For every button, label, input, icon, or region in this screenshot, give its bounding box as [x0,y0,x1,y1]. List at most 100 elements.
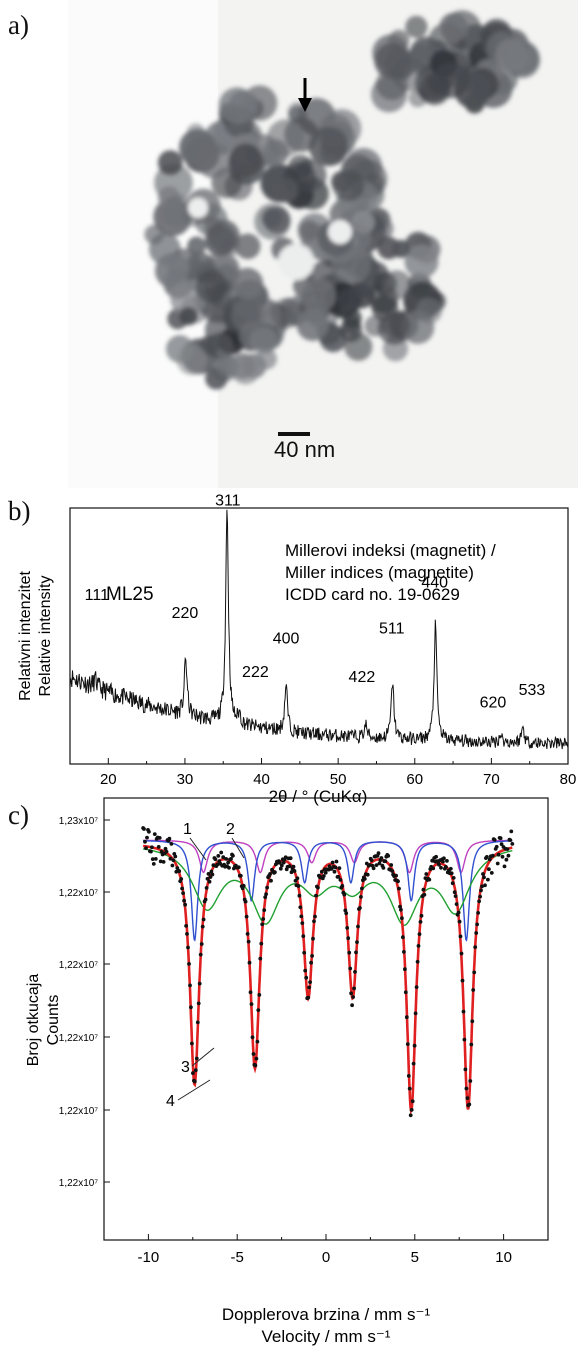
mossbauer-data-point [289,870,294,875]
mossbauer-data-point [406,1074,411,1078]
mossbauer-data-point [460,978,465,983]
mossbauer-data-point [418,920,423,924]
tem-micrograph: 40 nm [68,0,578,488]
mossbauer-data-point [463,1067,468,1072]
moss-x-tick-label: 10 [495,1249,512,1266]
mossbauer-data-point [417,932,422,936]
nanoparticle [405,15,428,39]
mossbauer-data-point [439,865,443,870]
mossbauer-data-point [142,827,146,831]
nanoparticle [288,105,308,125]
moss-y-tick-label: 1,22x10⁷ [59,888,99,899]
mossbauer-data-point [199,942,204,946]
mossbauer-data-point [449,871,454,876]
mossbauer-data-point [300,921,305,925]
mossbauer-data-point [190,1041,194,1046]
mossbauer-data-point [170,863,175,868]
mossbauer-data-point [184,924,189,928]
nanoparticle [231,267,264,300]
xrd-peak-label: 111 [85,587,109,604]
mossbauer-data-point [360,886,364,891]
moss-x-tick-label: -5 [231,1249,244,1266]
mossbauer-data-point [474,931,479,935]
mossbauer-data-point [227,865,231,870]
mossbauer-data-point [319,869,324,874]
mossbauer-data-point [469,1042,474,1047]
mossbauer-data-point [216,854,221,858]
mossbauer-data-point [352,986,356,991]
nanoparticle [382,310,410,339]
nanoparticle [187,236,207,256]
mossbauer-data-point [430,858,435,863]
nanoparticle [439,12,469,42]
mossbauer-data-point [215,862,220,867]
xrd-peak-label: 222 [242,664,269,681]
mossbauer-data-point [150,845,154,850]
mossbauer-data-point [191,1071,195,1075]
mossbauer-data-point [462,1037,467,1042]
mossbauer-data-point [421,887,426,892]
mossbauer-data-point [177,869,182,874]
mossbauer-data-point [334,859,339,864]
mossbauer-data-point [186,945,190,950]
mossbauer-data-point [224,857,229,861]
mossbauer-data-point [219,850,224,855]
mossbauer-data-point [168,856,173,861]
mossbauer-data-point [255,1039,260,1044]
mossbauer-data-point [467,1102,472,1107]
mossbauer-data-point [179,877,184,881]
mossbauer-data-point [508,838,513,842]
series-1-callout: 1 [183,821,192,838]
mossbauer-data-point [489,871,494,875]
mossbauer-data-point [389,863,394,867]
mossbauer-data-point [480,884,484,889]
nanoparticle [155,253,191,289]
mossbauer-data-point [338,878,343,882]
mossbauer-data-point [332,869,337,874]
mossbauer-ylabel-2: Counts [45,995,62,1046]
mossbauer-data-point [342,892,347,897]
xrd-peak-label: 311 [215,492,241,509]
mossbauer-data-point [394,873,398,878]
nanoparticle [254,203,291,240]
mossbauer-data-point [210,872,215,877]
mossbauer-data-point [481,872,485,876]
mossbauer-data-point [152,832,157,836]
mossbauer-data-point [200,924,205,929]
moss-y-tick-label: 1,22x10⁷ [59,1178,99,1189]
mossbauer-data-point [407,1086,412,1091]
mossbauer-data-point [245,932,250,936]
xrd-peak-label: 511 [379,620,405,637]
mossbauer-data-point [345,926,350,930]
mossbauer-data-point [229,857,233,861]
mossbauer-data-point [464,1086,469,1091]
xrd-ylabel-1: Relativni intenzitet [17,571,34,701]
nanoparticle [270,298,302,329]
mossbauer-data-point [262,908,267,912]
mossbauer-data-point [494,844,499,849]
mossbauer-data-point [226,860,231,865]
mossbauer-data-point [296,884,301,888]
mossbauer-data-point [499,842,504,847]
mossbauer-data-point [473,945,478,949]
mossbauer-data-point [158,859,163,864]
mossbauer-data-point [396,879,400,884]
mossbauer-data-point [183,902,188,907]
mossbauer-data-point [483,883,487,888]
mossbauer-data-point [424,872,429,876]
mossbauer-data-point [268,872,272,876]
nanoparticle [288,154,313,180]
mossbauer-data-point [410,1099,415,1104]
mossbauer-data-point [241,883,246,888]
xrd-x-tick-label: 20 [100,771,117,788]
mossbauer-data-point [403,967,407,972]
mossbauer-data-point [307,985,311,990]
mossbauer-data-point [397,886,401,891]
mossbauer-data-point [314,893,318,898]
xrd-x-tick-label: 60 [406,771,423,788]
mossbauer-data-point [198,952,203,957]
mossbauer-data-point [196,1001,201,1006]
mossbauer-data-point [471,988,476,992]
xrd-peak-label: 220 [172,605,199,622]
mossbauer-data-point [257,993,262,997]
